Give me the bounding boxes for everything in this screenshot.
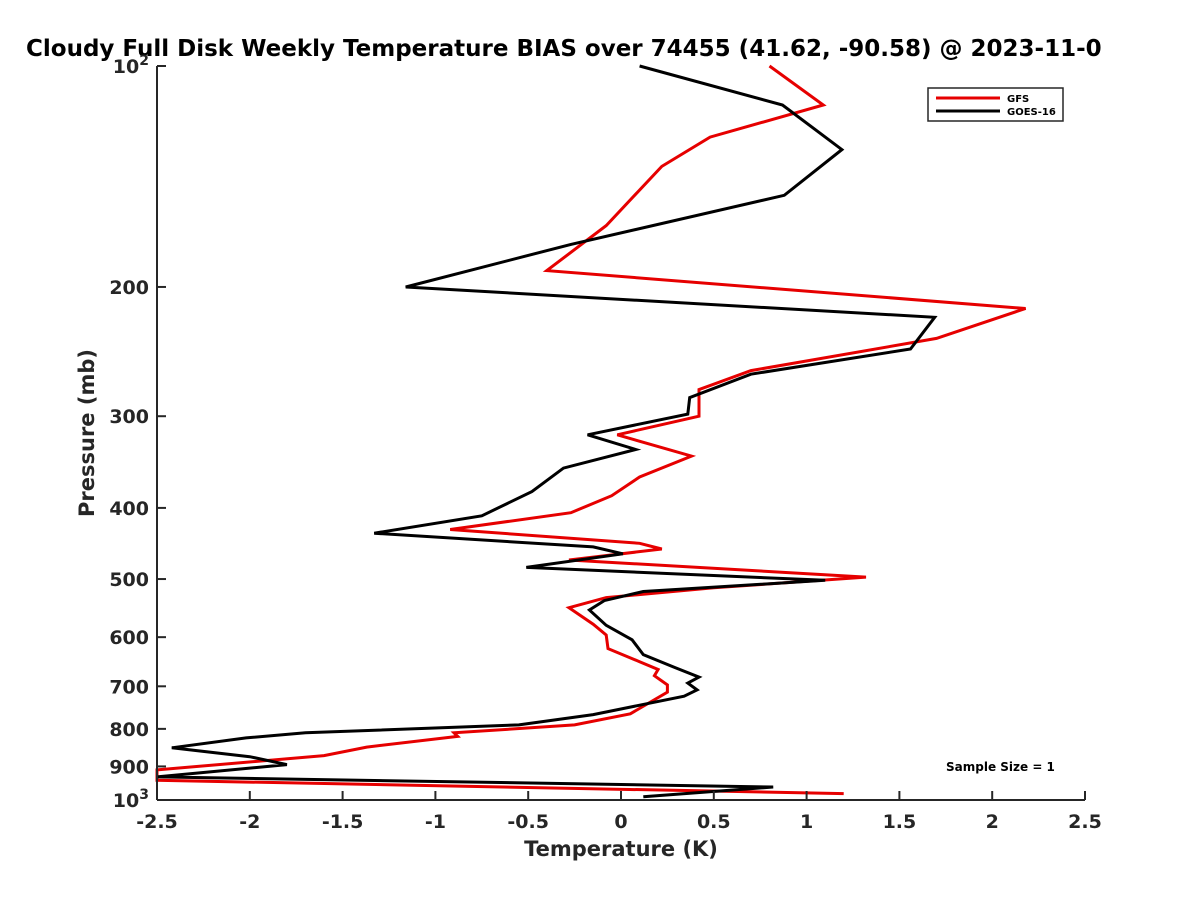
x-tick-label: 2.5: [1068, 811, 1102, 833]
x-tick-label: -0.5: [507, 811, 549, 833]
y-tick-label: 102: [113, 53, 149, 78]
legend-label-goes-16: GOES-16: [1007, 107, 1056, 118]
y-tick-label: 600: [109, 627, 149, 649]
y-tick-label: 900: [109, 756, 149, 778]
x-tick-label: 1.5: [883, 811, 917, 833]
x-tick-label: 1: [800, 811, 813, 833]
series-line-goes-16: [156, 64, 938, 799]
y-tick-label: 800: [109, 719, 149, 741]
y-axis-label: Pressure (mb): [75, 349, 99, 517]
x-axis-label: Temperature (K): [524, 837, 718, 861]
y-tick-layer: 102 200 300 400 500 600 700 800 900 103: [109, 53, 166, 812]
x-tick-label: -1: [425, 811, 446, 833]
x-tick-label: 2: [986, 811, 999, 833]
y-tick-label: 400: [109, 498, 149, 520]
y-tick-label: 300: [109, 406, 149, 428]
y-tick-label: 103: [113, 787, 149, 812]
x-tick-label: 0.5: [697, 811, 731, 833]
series-line-gfs: [155, 64, 1027, 796]
chart-title: Cloudy Full Disk Weekly Temperature BIAS…: [26, 36, 1102, 62]
x-tick-layer: -2.5 -2 -1.5 -1 -0.5 0 0.5 1 1.5 2 2.5: [136, 791, 1102, 833]
legend-box: [927, 87, 1064, 122]
legend-label-gfs: GFS: [1007, 94, 1029, 105]
x-tick-label: -1.5: [322, 811, 364, 833]
x-tick-label: -2.5: [136, 811, 178, 833]
y-tick-label: 700: [109, 676, 149, 698]
y-tick-label: 200: [109, 277, 149, 299]
series-layer: [155, 64, 1027, 799]
x-tick-label: -2: [239, 811, 260, 833]
x-tick-label: 0: [614, 811, 627, 833]
legend: GFS GOES-16: [927, 87, 1064, 122]
sample-size-annotation: Sample Size = 1: [946, 760, 1055, 774]
y-tick-label: 500: [109, 569, 149, 591]
